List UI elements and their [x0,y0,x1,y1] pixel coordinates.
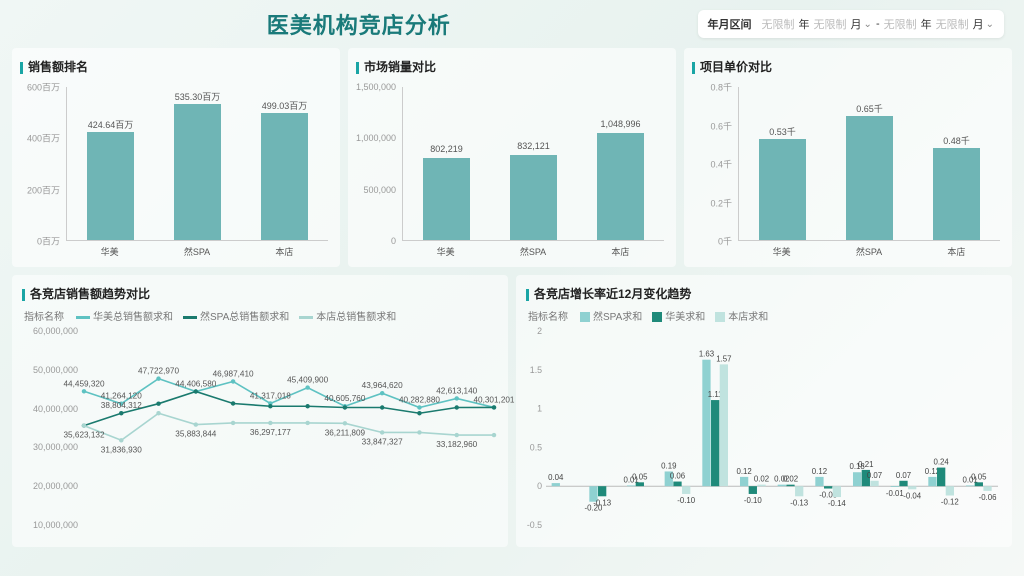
svg-text:0.07: 0.07 [867,471,882,480]
svg-text:0.06: 0.06 [670,471,686,480]
svg-text:36,297,177: 36,297,177 [250,428,292,437]
svg-text:0.05: 0.05 [971,472,987,481]
month-to-select[interactable]: 月 [973,16,994,32]
year-unit-2: 年 [921,16,932,32]
trend-card: 各竞店销售额趋势对比 指标名称 华美总销售额求和然SPA总销售额求和本店总销售额… [12,275,508,547]
svg-text:1.63: 1.63 [699,350,715,359]
svg-text:1.5: 1.5 [530,365,542,375]
svg-text:43,964,620: 43,964,620 [362,381,404,390]
svg-text:0.5: 0.5 [530,442,542,452]
month-to-ph: 无限制 [936,16,969,32]
svg-text:0: 0 [537,481,542,491]
month-from-ph: 无限制 [814,16,847,32]
svg-text:31,836,930: 31,836,930 [101,445,143,454]
top-chart-0: 销售额排名0百万200百万400百万600百万424.64百万535.30百万4… [12,48,340,267]
svg-text:0.24: 0.24 [934,458,950,467]
svg-text:35,883,844: 35,883,844 [175,430,217,439]
svg-text:36,211,809: 36,211,809 [325,428,366,437]
svg-text:38,804,312: 38,804,312 [101,401,143,410]
svg-text:44,406,580: 44,406,580 [175,380,217,389]
svg-text:41,264,120: 41,264,120 [101,392,143,401]
svg-text:40,301,201: 40,301,201 [473,396,515,405]
svg-text:45,409,900: 45,409,900 [287,376,329,385]
svg-text:-0.5: -0.5 [527,520,542,530]
date-label: 年月区间 [708,16,752,32]
svg-text:44,459,320: 44,459,320 [63,379,105,388]
svg-text:1: 1 [537,404,542,414]
range-dash: - [876,18,880,30]
top-chart-2: 项目单价对比0千0.2千0.4千0.6千0.8千0.53千0.65千0.48千华… [684,48,1012,267]
svg-text:1.57: 1.57 [716,354,731,363]
top-chart-title: 市场销量对比 [356,58,668,75]
svg-text:0.21: 0.21 [858,460,874,469]
top-chart-title: 销售额排名 [20,58,332,75]
top-chart-1: 市场销量对比0500,0001,000,0001,500,000802,2198… [348,48,676,267]
year-unit: 年 [799,16,810,32]
svg-text:47,722,970: 47,722,970 [138,367,180,376]
svg-text:35,623,132: 35,623,132 [63,431,105,440]
growth-chart: -0.500.511.520.04-0.200.010.191.630.120.… [526,327,1002,537]
svg-text:2: 2 [537,326,542,336]
year-from-ph: 无限制 [762,16,795,32]
trend-title: 各竞店销售额趋势对比 [22,285,498,302]
svg-text:0.19: 0.19 [661,461,677,470]
svg-text:42,613,140: 42,613,140 [436,387,478,396]
year-to-ph: 无限制 [884,16,917,32]
svg-text:40,282,880: 40,282,880 [399,396,441,405]
svg-text:0.05: 0.05 [632,472,648,481]
growth-title: 各竞店增长率近12月变化趋势 [526,285,1002,302]
svg-text:-0.06: -0.06 [979,493,997,502]
svg-text:-0.14: -0.14 [828,499,846,508]
svg-text:46,987,410: 46,987,410 [213,370,255,379]
svg-text:-0.12: -0.12 [941,497,959,506]
growth-card: 各竞店增长率近12月变化趋势 指标名称 然SPA求和华美求和本店求和 -0.5 0… [516,275,1012,547]
svg-text:-0.01: -0.01 [886,489,904,498]
svg-text:33,847,327: 33,847,327 [362,438,404,447]
growth-legend: 指标名称 然SPA求和华美求和本店求和 [528,308,1002,323]
date-range-filter[interactable]: 年月区间 无限制 年 无限制 月 - 无限制 年 无限制 月 [698,10,1004,38]
svg-text:-0.13: -0.13 [593,498,611,507]
svg-text:-0.10: -0.10 [744,496,762,505]
svg-text:0.12: 0.12 [736,467,751,476]
svg-text:0.02: 0.02 [754,475,769,484]
top-chart-title: 项目单价对比 [692,58,1004,75]
svg-text:0.04: 0.04 [548,473,564,482]
month-from-select[interactable]: 月 [851,16,872,32]
svg-text:-0.04: -0.04 [903,491,921,500]
page-title: 医美机构竞店分析 [20,8,698,40]
svg-text:0.02: 0.02 [783,475,798,484]
svg-text:0.12: 0.12 [812,467,827,476]
trend-legend: 指标名称 华美总销售额求和然SPA总销售额求和本店总销售额求和 [24,308,498,323]
svg-text:33,182,960: 33,182,960 [436,440,478,449]
trend-chart: 10,000,00020,000,00030,000,00040,000,000… [22,327,498,537]
svg-text:41,317,018: 41,317,018 [250,392,292,401]
svg-text:-0.10: -0.10 [677,496,695,505]
svg-text:0.07: 0.07 [896,471,911,480]
svg-text:40,605,760: 40,605,760 [324,394,366,403]
svg-text:-0.13: -0.13 [790,498,808,507]
